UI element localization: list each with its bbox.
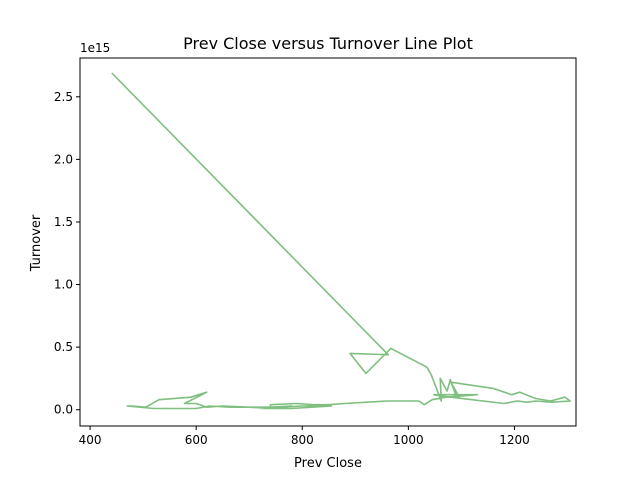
y-tick-label: 1.5 xyxy=(54,215,73,229)
plot-line-layer xyxy=(111,72,571,410)
x-tick-label: 800 xyxy=(291,433,314,447)
y-axis-label: Turnover xyxy=(29,214,44,272)
x-tick-label: 1000 xyxy=(393,433,424,447)
series-line-0 xyxy=(111,72,571,410)
x-tick-label: 1200 xyxy=(499,433,530,447)
x-tick-label: 400 xyxy=(79,433,102,447)
x-tick-label: 600 xyxy=(185,433,208,447)
plot-frame xyxy=(79,57,577,427)
y-tick-label: 2.0 xyxy=(54,152,73,166)
y-tick-label: 0.0 xyxy=(54,403,73,417)
chart-title: Prev Close versus Turnover Line Plot xyxy=(183,34,473,53)
y-axis-offset-label: 1e15 xyxy=(80,41,110,55)
y-tick-label: 2.5 xyxy=(54,90,73,104)
y-tick-label: 0.5 xyxy=(54,340,73,354)
axes-layer: 400 600 800 1000 1200 0.0 0.5 1.0 1.5 2.0 2.5 xyxy=(54,57,577,447)
y-tick-label: 1.0 xyxy=(54,278,73,292)
x-axis-label: Prev Close xyxy=(294,456,362,471)
